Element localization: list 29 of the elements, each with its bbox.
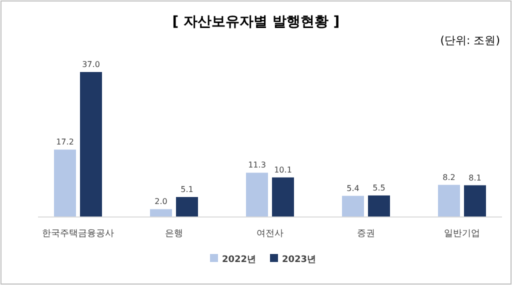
bar: [176, 197, 198, 217]
bar: [464, 185, 486, 217]
x-tick-label: 은행: [165, 229, 183, 239]
bar: [438, 184, 460, 217]
x-tick-label: 한국주택금융공사: [42, 229, 114, 239]
bar: [80, 72, 102, 217]
data-label: 5.5: [372, 183, 386, 192]
chart-title: [ 자산보유자별 발행현황 ]: [172, 14, 340, 30]
text: (단위: 조원): [440, 34, 500, 47]
data-label: 8.1: [468, 173, 482, 182]
data-label: 37.0: [82, 60, 100, 69]
bar: [342, 196, 364, 217]
data-label: 17.2: [56, 138, 74, 147]
bar: [54, 150, 76, 217]
x-tick-label: 일반기업: [444, 229, 480, 239]
x-tick-label: 여전사: [256, 229, 284, 239]
data-label: 8.2: [442, 172, 456, 182]
bar: [272, 177, 294, 217]
data-label: 5.4: [346, 184, 360, 193]
data-label: 5.1: [180, 185, 194, 194]
data-label: 10.1: [274, 165, 292, 174]
bar: [368, 195, 390, 217]
legend-label: 2022년: [222, 255, 256, 265]
bar: [150, 209, 172, 217]
legend-label: 2023년: [282, 255, 316, 265]
data-label: 11.3: [248, 160, 266, 170]
data-label: 2.0: [154, 197, 168, 206]
bar: [246, 172, 268, 217]
x-tick-label: 증권: [357, 229, 375, 239]
